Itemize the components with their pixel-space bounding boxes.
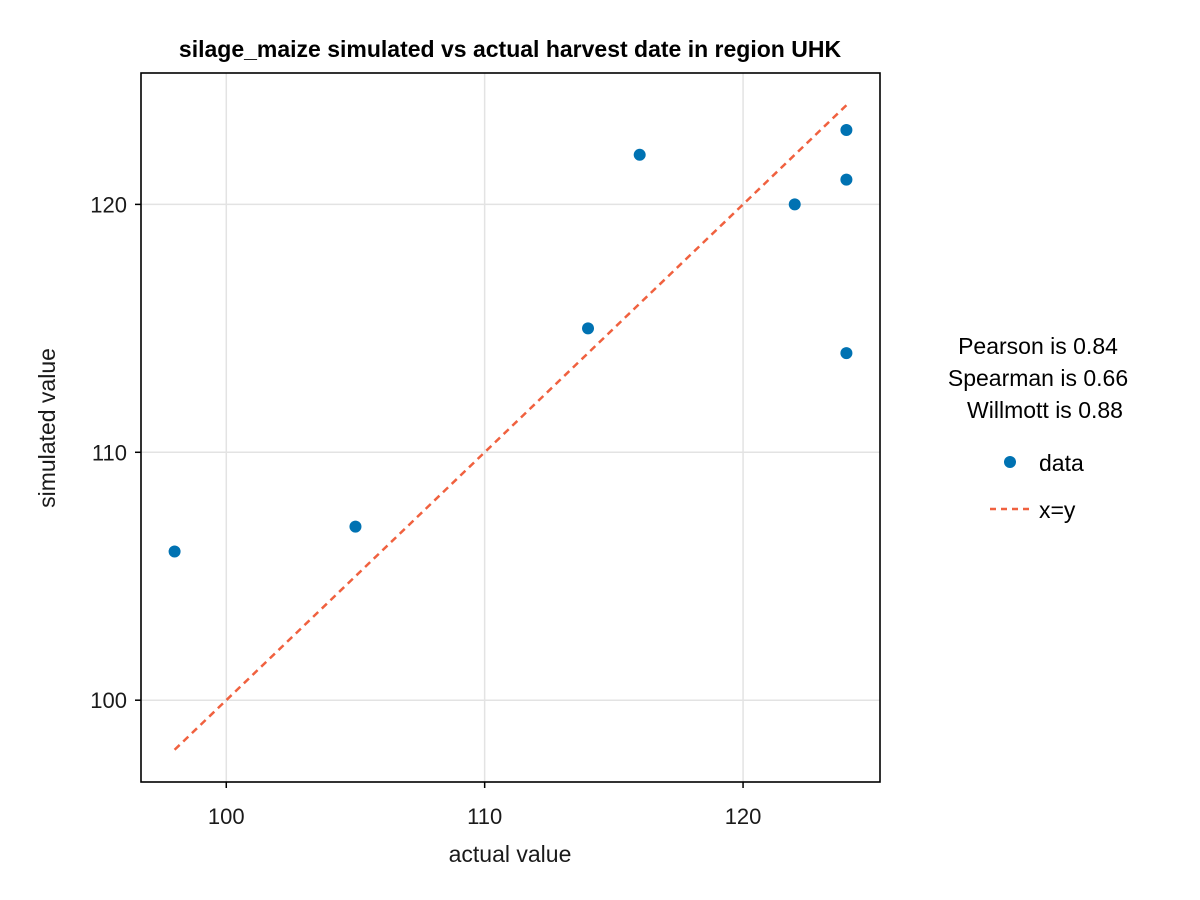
grid-lines [141, 73, 880, 782]
legend-label-data: data [1039, 450, 1084, 476]
willmott-stat: Willmott is 0.88 [967, 397, 1123, 423]
data-point [168, 545, 181, 558]
data-points-layer [168, 124, 853, 558]
y-axis-label: simulated value [34, 348, 60, 508]
x-tick-labels: 100 110 120 [208, 782, 762, 829]
x-tick-label: 120 [725, 804, 762, 829]
spearman-stat: Spearman is 0.66 [948, 365, 1128, 391]
x-axis-label: actual value [449, 841, 572, 867]
data-point [788, 198, 801, 211]
reference-line-layer [173, 104, 848, 751]
pearson-stat: Pearson is 0.84 [958, 333, 1118, 359]
statistics-annotation: Pearson is 0.84 Spearman is 0.66 Willmot… [948, 333, 1128, 423]
legend: data x=y [990, 450, 1084, 523]
data-point [582, 322, 595, 335]
x-tick-label: 100 [208, 804, 245, 829]
y-tick-label: 110 [92, 440, 127, 465]
x-tick-label: 110 [467, 804, 502, 829]
y-tick-label: 120 [90, 192, 127, 217]
data-point [840, 124, 853, 137]
y-tick-label: 100 [90, 688, 127, 713]
legend-marker-data [1004, 456, 1016, 468]
plot-frame [140, 72, 881, 783]
y-tick-labels: 100 110 120 [90, 192, 141, 713]
data-point [840, 347, 853, 360]
legend-label-x-equals-y: x=y [1039, 497, 1076, 523]
data-point [840, 173, 853, 186]
chart-title: silage_maize simulated vs actual harvest… [179, 36, 842, 62]
data-point [349, 520, 362, 533]
data-point [633, 148, 646, 161]
reference-line-x-equals-y [173, 104, 848, 751]
